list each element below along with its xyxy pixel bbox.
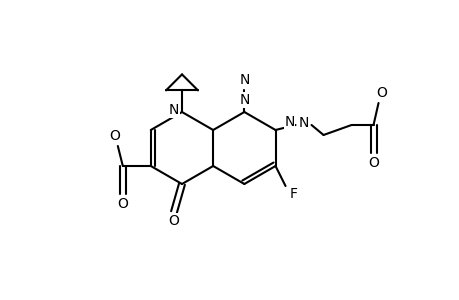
Text: N: N [168,103,179,117]
Text: N: N [239,93,249,107]
Text: O: O [109,129,120,143]
Text: O: O [168,214,179,228]
Text: N: N [298,116,308,130]
Text: O: O [375,86,386,100]
Text: O: O [367,156,378,170]
Text: N: N [239,73,249,87]
Text: F: F [289,187,297,201]
Text: O: O [117,197,128,211]
Text: N: N [284,115,294,129]
